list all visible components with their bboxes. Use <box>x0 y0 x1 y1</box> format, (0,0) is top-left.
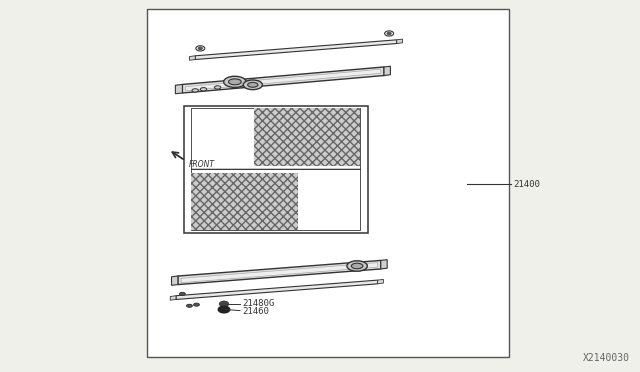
Polygon shape <box>170 296 176 300</box>
Ellipse shape <box>192 89 198 92</box>
Circle shape <box>387 32 391 35</box>
Polygon shape <box>195 40 397 60</box>
Text: X2140030: X2140030 <box>584 353 630 363</box>
Ellipse shape <box>179 292 186 295</box>
Polygon shape <box>189 56 195 60</box>
Ellipse shape <box>228 79 241 85</box>
Ellipse shape <box>187 304 192 307</box>
Ellipse shape <box>200 88 207 91</box>
Polygon shape <box>378 279 383 284</box>
Polygon shape <box>176 280 378 299</box>
Ellipse shape <box>214 86 221 89</box>
Bar <box>147 9 509 357</box>
Polygon shape <box>182 67 384 93</box>
Polygon shape <box>384 66 390 76</box>
Polygon shape <box>184 106 368 232</box>
Polygon shape <box>186 69 381 91</box>
Text: 21460: 21460 <box>242 307 269 316</box>
Polygon shape <box>381 260 387 269</box>
Circle shape <box>220 301 228 307</box>
Polygon shape <box>397 39 403 44</box>
Ellipse shape <box>193 303 200 306</box>
Polygon shape <box>191 173 298 230</box>
Polygon shape <box>172 276 178 285</box>
Text: 21480G: 21480G <box>242 299 274 308</box>
Circle shape <box>198 47 202 49</box>
Ellipse shape <box>224 76 246 87</box>
Polygon shape <box>181 263 378 283</box>
Circle shape <box>218 306 230 313</box>
Ellipse shape <box>243 80 262 90</box>
Polygon shape <box>175 84 182 94</box>
Ellipse shape <box>347 261 367 271</box>
Polygon shape <box>178 260 381 285</box>
Polygon shape <box>253 108 360 166</box>
Ellipse shape <box>351 263 363 269</box>
Ellipse shape <box>248 83 258 87</box>
Text: FRONT: FRONT <box>189 160 215 169</box>
Text: 21400: 21400 <box>513 180 540 189</box>
